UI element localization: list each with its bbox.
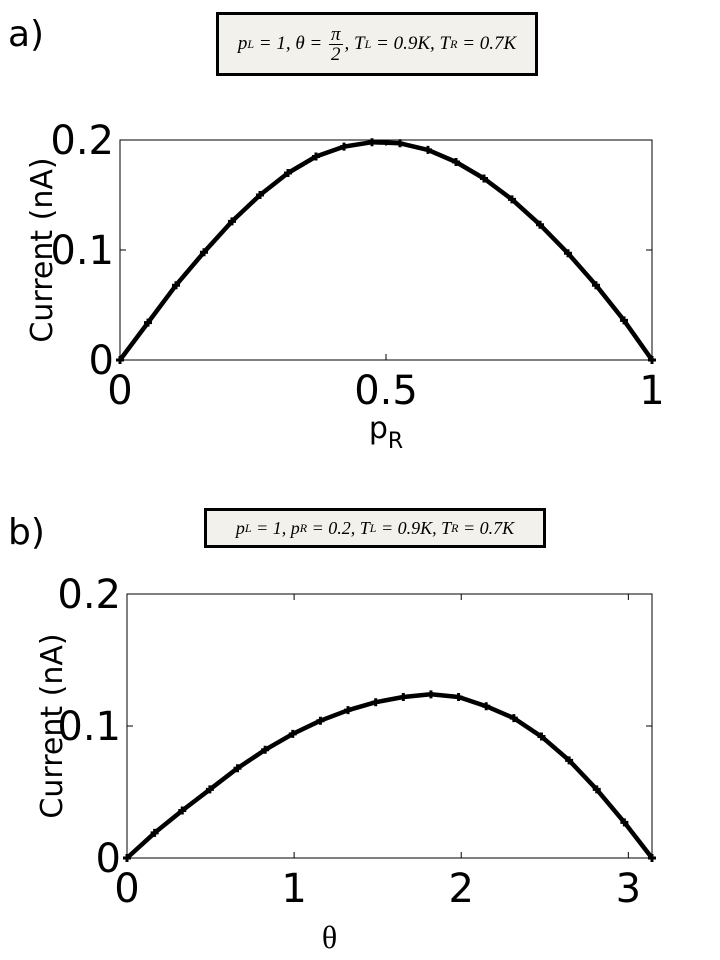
chart-b-data-point xyxy=(288,729,297,738)
param-sub-R: R xyxy=(451,520,459,535)
param-fraction: π 2 xyxy=(328,23,343,65)
panel-b-label: b) xyxy=(8,512,45,553)
param-fraction-den: 2 xyxy=(331,43,341,65)
chart-a-data-point xyxy=(536,220,545,229)
chart-a-data-point xyxy=(479,174,488,183)
chart-a-x-tick-label: 1 xyxy=(639,368,664,414)
chart-a-y-axis-label: Current (nA) xyxy=(25,157,60,342)
param-sub-L: L xyxy=(244,520,252,535)
chart-b-data-point xyxy=(261,745,270,754)
chart-a-data-point xyxy=(368,138,377,147)
chart-b-y-axis-label: Current (nA) xyxy=(35,633,70,818)
chart-b-data-point xyxy=(537,732,546,741)
chart-a-data-point xyxy=(200,248,209,257)
chart-a-x-tick-label: 0.5 xyxy=(354,368,418,414)
chart-b-data-point xyxy=(233,764,242,773)
chart-b-y-tick-label: 0.2 xyxy=(57,572,121,618)
chart-b-y-tick-label: 0 xyxy=(96,836,121,882)
param-fraction-num: π xyxy=(328,23,343,45)
param-text: = 1, p xyxy=(251,517,300,538)
chart-b-data-point xyxy=(150,828,159,837)
chart-a-data-point xyxy=(507,195,516,204)
chart-b-data-point xyxy=(482,702,491,711)
chart-a-data-point xyxy=(648,356,656,364)
param-text: = 1, θ = xyxy=(254,33,327,54)
param-sub-R: R xyxy=(299,520,308,535)
chart-a-y-tick-label: 0.2 xyxy=(50,118,114,164)
param-sub-L: L xyxy=(369,520,377,535)
chart-a-data-point xyxy=(340,142,349,151)
chart-a-data-point xyxy=(591,281,600,290)
chart-b-data-point xyxy=(123,854,131,862)
param-text: = 0.7K xyxy=(458,517,515,538)
chart-b-x-tick-label: 0 xyxy=(114,866,139,912)
chart-b-data-point xyxy=(205,785,214,794)
chart-a-data-point xyxy=(227,217,236,226)
chart-a-x-tick-label: 0 xyxy=(107,368,132,414)
chart-a-data-point xyxy=(143,318,152,327)
param-text: = 0.9K, T xyxy=(376,517,452,538)
param-text: = 0.2, T xyxy=(307,517,370,538)
param-sub-R: R xyxy=(450,36,458,51)
chart-b-data-point xyxy=(399,692,408,701)
chart-b-data-point xyxy=(648,854,656,862)
param-text: , T xyxy=(344,33,365,54)
chart-b-x-tick-label: 1 xyxy=(281,866,306,912)
chart-a-plot-frame xyxy=(119,139,653,361)
param-p: p xyxy=(237,33,248,54)
param-text: = 0.9K, T xyxy=(371,33,451,54)
chart-b-x-tick-label: 2 xyxy=(448,866,473,912)
chart-a-data-point xyxy=(423,145,432,154)
chart-a-data-point xyxy=(452,158,461,166)
chart-b-data-point xyxy=(454,692,463,701)
chart-b-data-point xyxy=(592,785,601,794)
chart-a-data-point xyxy=(395,139,404,148)
chart-a-series-line xyxy=(117,139,655,363)
chart-b-data-point xyxy=(371,698,380,707)
chart-b-data-point xyxy=(509,714,518,723)
chart-a-data-point xyxy=(172,281,181,290)
chart-a-data-point xyxy=(620,316,629,325)
chart-a-y-tick-label: 0 xyxy=(89,338,114,384)
chart-a-y-tick-label: 0.1 xyxy=(50,228,114,274)
panel-a-label: a) xyxy=(8,14,45,55)
chart-b-x-axis-label: θ xyxy=(322,919,337,955)
param-p: p xyxy=(235,517,245,538)
chart-a-data-point xyxy=(563,249,572,258)
param-sub-L: L xyxy=(364,36,372,51)
chart-b-series-line xyxy=(124,692,655,861)
chart-b-x-tick-label: 3 xyxy=(616,866,641,912)
chart-b-data-point xyxy=(620,818,629,827)
chart-b-plot-frame xyxy=(126,593,653,859)
chart-a-data-point xyxy=(311,152,320,161)
chart-b-data-point xyxy=(178,806,187,815)
chart-b-y-tick-label: 0.1 xyxy=(57,704,121,750)
chart-b-data-point xyxy=(565,756,574,765)
chart-a-x-axis-label: pR xyxy=(369,411,403,454)
chart-a-data-point xyxy=(256,191,265,199)
param-text: = 0.7K xyxy=(457,33,517,54)
param-sub-L: L xyxy=(247,36,254,51)
chart-a-data-point xyxy=(116,356,124,364)
chart-b-data-point xyxy=(316,716,325,725)
chart-a-data-point xyxy=(284,169,293,177)
chart-b-data-point xyxy=(426,690,435,699)
chart-b-data-point xyxy=(344,706,353,715)
